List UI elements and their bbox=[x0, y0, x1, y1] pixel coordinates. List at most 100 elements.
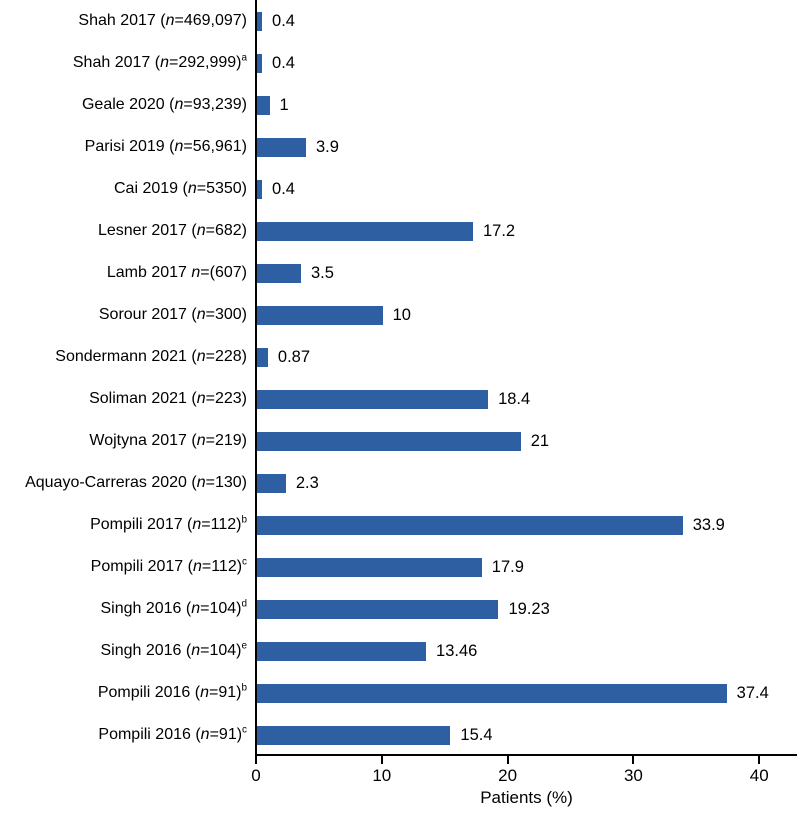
chart-row: Singh 2016 (n=104)e 13.46 bbox=[0, 630, 797, 672]
bar bbox=[257, 347, 268, 367]
chart-row: Shah 2017 (n=292,999)a 0.4 bbox=[0, 42, 797, 84]
x-axis-line bbox=[255, 754, 797, 756]
category-label: Pompili 2017 (n=112)b bbox=[90, 514, 247, 533]
x-tick-label: 20 bbox=[498, 766, 518, 785]
bar-track: 0.4 bbox=[257, 53, 797, 73]
category-label: Lamb 2017 n=(607) bbox=[106, 264, 247, 281]
value-label: 0.87 bbox=[277, 347, 311, 366]
bar-track: 3.5 bbox=[257, 263, 797, 283]
category-label: Cai 2019 (n=5350) bbox=[114, 180, 247, 197]
bar bbox=[257, 641, 427, 661]
chart-row: Wojtyna 2017 (n=219) 21 bbox=[0, 420, 797, 462]
chart-row: Aquayo-Carreras 2020 (n=130) 2.3 bbox=[0, 462, 797, 504]
bar-track: 13.46 bbox=[257, 641, 797, 661]
value-label: 33.9 bbox=[692, 515, 725, 534]
value-label: 0.4 bbox=[272, 179, 295, 198]
bar-track: 37.4 bbox=[257, 683, 797, 703]
value-label: 0.4 bbox=[272, 11, 295, 30]
value-label: 21 bbox=[530, 431, 550, 450]
bar bbox=[257, 53, 263, 73]
bar bbox=[257, 263, 301, 283]
bar bbox=[257, 725, 451, 745]
value-label: 19.23 bbox=[508, 599, 550, 618]
category-label: Wojtyna 2017 (n=219) bbox=[89, 432, 247, 449]
value-label: 18.4 bbox=[498, 389, 531, 408]
category-label: Sorour 2017 (n=300) bbox=[98, 306, 247, 323]
x-axis-ticks: 0 10 20 30 40 bbox=[251, 756, 797, 802]
x-tick-label: 30 bbox=[623, 766, 643, 785]
category-label: Pompili 2016 (n=91)c bbox=[98, 724, 247, 743]
y-axis-line bbox=[255, 0, 257, 756]
chart-row: Pompili 2016 (n=91)c 15.4 bbox=[0, 714, 797, 756]
value-label: 10 bbox=[392, 305, 411, 324]
value-label: 37.4 bbox=[736, 683, 769, 702]
x-tick bbox=[632, 756, 635, 764]
bar bbox=[257, 221, 473, 241]
chart-row: Cai 2019 (n=5350) 0.4 bbox=[0, 168, 797, 210]
bar bbox=[257, 11, 263, 31]
category-label: Sondermann 2021 (n=228) bbox=[55, 348, 247, 365]
chart-row: Pompili 2016 (n=91)b 37.4 bbox=[0, 672, 797, 714]
bar bbox=[257, 305, 383, 325]
bar-track: 19.23 bbox=[257, 599, 797, 619]
chart-row: Lesner 2017 (n=682) 17.2 bbox=[0, 210, 797, 252]
bar-track: 1 bbox=[257, 95, 797, 115]
bar-track: 2.3 bbox=[257, 473, 797, 493]
chart-row: Geale 2020 (n=93,239) 1 bbox=[0, 84, 797, 126]
chart-row: Sondermann 2021 (n=228) 0.87 bbox=[0, 336, 797, 378]
bar bbox=[257, 95, 270, 115]
x-tick bbox=[255, 756, 257, 764]
bar bbox=[257, 431, 521, 451]
x-axis-title: Patients (%) bbox=[480, 788, 573, 807]
bar-track: 0.4 bbox=[257, 179, 797, 199]
bar-track: 10 bbox=[257, 305, 797, 325]
x-tick bbox=[506, 756, 509, 764]
bar-track: 18.4 bbox=[257, 389, 797, 409]
x-tick bbox=[758, 756, 761, 764]
value-label: 0.4 bbox=[272, 53, 295, 72]
bar bbox=[257, 473, 286, 493]
value-label: 3.9 bbox=[315, 137, 339, 156]
bar bbox=[257, 515, 683, 535]
category-label: Singh 2016 (n=104)e bbox=[100, 640, 247, 659]
bar bbox=[257, 683, 727, 703]
chart-row: Pompili 2017 (n=112)b 33.9 bbox=[0, 504, 797, 546]
chart-row: Parisi 2019 (n=56,961) 3.9 bbox=[0, 126, 797, 168]
chart-row: Singh 2016 (n=104)d 19.23 bbox=[0, 588, 797, 630]
bar bbox=[257, 557, 482, 577]
x-tick-label: 0 bbox=[251, 766, 261, 785]
chart-row: Sorour 2017 (n=300) 10 bbox=[0, 294, 797, 336]
category-label: Pompili 2016 (n=91)b bbox=[97, 682, 247, 701]
value-label: 15.4 bbox=[460, 725, 493, 744]
value-label: 3.5 bbox=[310, 263, 334, 282]
bar-track: 3.9 bbox=[257, 137, 797, 157]
bar-track: 0.4 bbox=[257, 11, 797, 31]
value-label: 17.2 bbox=[483, 221, 516, 240]
bar bbox=[257, 137, 306, 157]
chart-row: Lamb 2017 n=(607) 3.5 bbox=[0, 252, 797, 294]
chart-row: Shah 2017 (n=469,097) 0.4 bbox=[0, 0, 797, 42]
bar bbox=[257, 389, 489, 409]
category-label: Geale 2020 (n=93,239) bbox=[81, 96, 247, 113]
category-label: Pompili 2017 (n=112)c bbox=[90, 556, 247, 575]
category-label: Singh 2016 (n=104)d bbox=[100, 598, 247, 617]
bar-track: 17.9 bbox=[257, 557, 797, 577]
category-label: Soliman 2021 (n=223) bbox=[89, 390, 247, 407]
value-label: 2.3 bbox=[295, 473, 319, 492]
x-tick-label: 10 bbox=[372, 766, 392, 785]
x-tick-label: 40 bbox=[749, 766, 769, 785]
value-label: 17.9 bbox=[491, 557, 524, 576]
chart-row: Soliman 2021 (n=223) 18.4 bbox=[0, 378, 797, 420]
x-tick bbox=[380, 756, 383, 764]
category-label: Shah 2017 (n=292,999)a bbox=[72, 52, 247, 71]
bar bbox=[257, 599, 499, 619]
bar-track: 21 bbox=[257, 431, 797, 451]
chart-row: Pompili 2017 (n=112)c 17.9 bbox=[0, 546, 797, 588]
bar-track: 15.4 bbox=[257, 725, 797, 745]
category-label: Shah 2017 (n=469,097) bbox=[78, 12, 247, 29]
bar-track: 17.2 bbox=[257, 221, 797, 241]
bar-track: 0.87 bbox=[257, 347, 797, 367]
bar bbox=[257, 179, 263, 199]
category-label: Lesner 2017 (n=682) bbox=[97, 222, 247, 239]
